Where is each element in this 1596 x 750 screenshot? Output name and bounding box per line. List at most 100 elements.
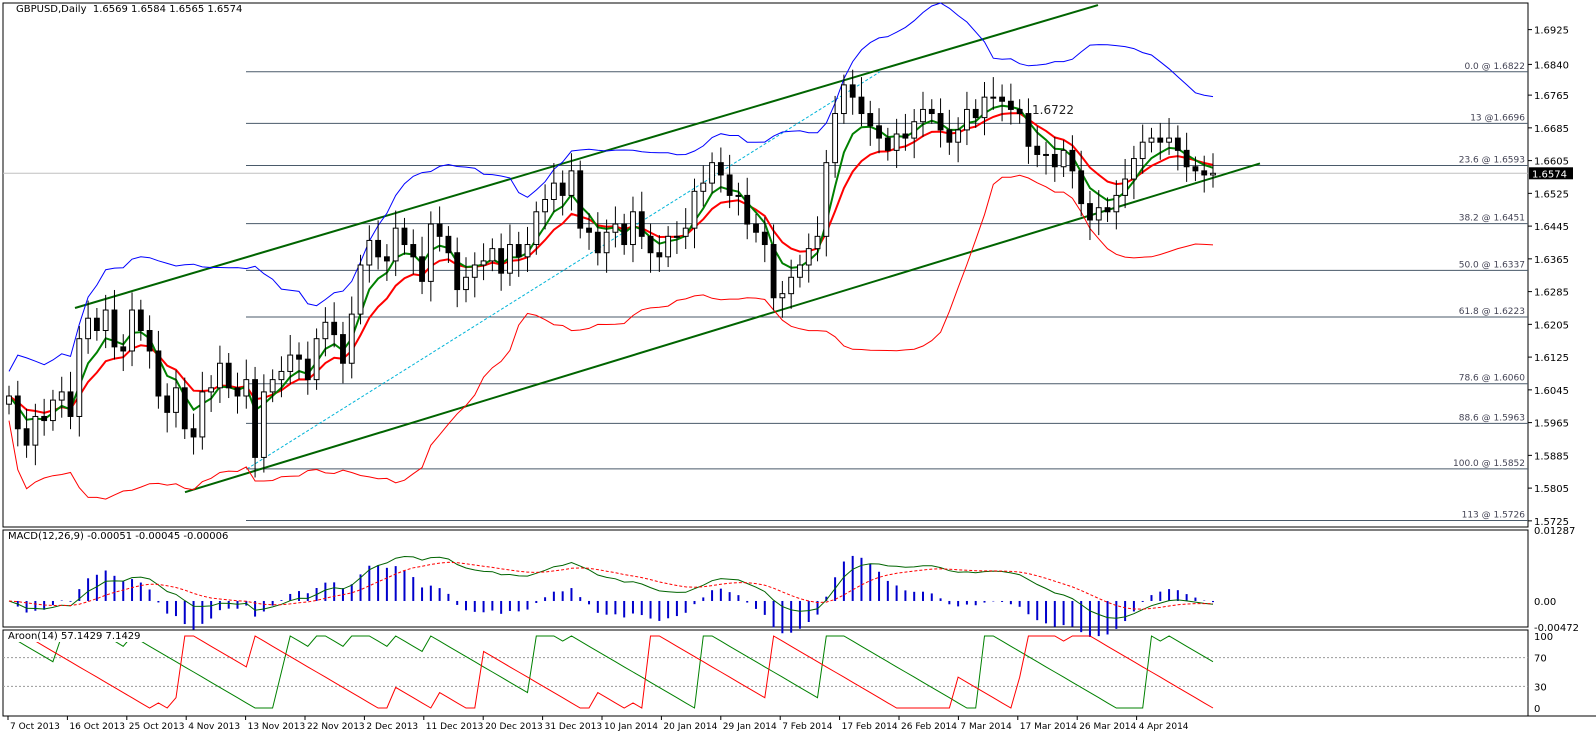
candle	[1210, 172, 1216, 176]
candle	[621, 223, 628, 246]
candle	[296, 354, 302, 360]
candle	[102, 309, 109, 331]
price-tick-label: 1.5725	[1534, 517, 1569, 528]
time-tick-label: 20 Dec 2013	[485, 722, 543, 732]
time-tick-label: 4 Apr 2014	[1139, 722, 1189, 732]
candle	[260, 391, 267, 458]
main-pane-frame	[2, 2, 1529, 528]
candle	[1043, 153, 1049, 156]
candle	[313, 338, 320, 381]
candle	[463, 276, 469, 291]
candle	[375, 239, 382, 258]
candle	[999, 96, 1005, 102]
macd-tick-label: 0.01287	[1534, 526, 1575, 537]
candle	[173, 387, 179, 413]
time-tick-label: 26 Mar 2014	[1079, 722, 1136, 732]
macd-main-line	[8, 555, 1214, 619]
time-tick-label: 7 Feb 2014	[782, 722, 833, 732]
candle	[515, 244, 522, 258]
candle	[647, 235, 654, 254]
candle	[603, 231, 610, 254]
candle	[840, 84, 847, 115]
candle	[1201, 170, 1208, 176]
candle	[1139, 141, 1146, 160]
candle	[1016, 108, 1023, 115]
price-tick-label: 1.5885	[1534, 451, 1569, 462]
candle	[164, 395, 171, 413]
candle	[709, 162, 715, 184]
candles-group	[6, 69, 1216, 478]
candle	[1051, 153, 1058, 168]
candle	[542, 199, 549, 213]
candle	[6, 395, 12, 405]
chart-title: GBPUSD,Daily 1.6569 1.6584 1.6565 1.6574	[14, 4, 245, 15]
candle	[981, 96, 988, 119]
candle	[990, 96, 997, 99]
candle	[920, 108, 926, 123]
candle	[770, 244, 777, 299]
candle	[41, 415, 48, 422]
fib-level-label: 13 @1.6696	[1470, 113, 1525, 123]
fib-level-label: 100.0 @ 1.5852	[1453, 459, 1525, 469]
candle	[217, 362, 223, 389]
time-tick-label: 4 Nov 2013	[188, 722, 240, 732]
price-tick-label: 1.5965	[1534, 419, 1569, 430]
candle	[1104, 207, 1111, 213]
candle	[717, 162, 724, 176]
candle	[76, 338, 83, 417]
candle	[225, 362, 232, 389]
price-tick-label: 1.6605	[1534, 157, 1569, 168]
candle	[761, 231, 768, 246]
candle	[14, 395, 21, 430]
time-tick-label: 17 Mar 2014	[1020, 722, 1077, 732]
candle	[788, 276, 795, 295]
candle	[357, 264, 364, 315]
candle	[682, 227, 689, 237]
candle	[454, 252, 461, 291]
candle	[849, 84, 856, 98]
candle	[972, 108, 979, 119]
bollinger-lower-band	[8, 174, 1214, 500]
candle	[331, 321, 338, 336]
candle	[1183, 149, 1190, 168]
aroon-tick-label: 100	[1534, 632, 1553, 643]
candle	[955, 129, 962, 143]
candle	[1034, 145, 1041, 155]
candle	[111, 309, 118, 348]
candle	[489, 248, 496, 262]
candle	[340, 334, 346, 364]
channel-lower-line	[184, 162, 1261, 494]
candle	[726, 174, 733, 196]
candle	[594, 231, 601, 254]
price-annotation: 1.6722	[1032, 103, 1074, 117]
fib-level-label: 113 @ 1.5726	[1462, 510, 1526, 520]
time-tick-label: 25 Oct 2013	[129, 722, 185, 732]
time-tick-label: 29 Jan 2014	[723, 722, 777, 732]
time-tick-label: 7 Oct 2013	[10, 722, 60, 732]
candle	[586, 227, 592, 233]
candle	[199, 391, 206, 438]
macd-histogram	[16, 555, 1214, 637]
bollinger-upper-band	[8, 2, 1214, 372]
candle	[577, 170, 584, 229]
candle	[1025, 113, 1032, 147]
candle	[946, 129, 953, 143]
candle	[753, 223, 759, 233]
candle	[146, 330, 153, 352]
current-price-tag	[1529, 167, 1573, 180]
candle	[392, 227, 399, 262]
candle	[129, 309, 135, 352]
fib-retracement-line	[246, 71, 881, 470]
candle	[656, 252, 663, 258]
candle	[893, 133, 900, 151]
aroon-tick-label: 30	[1534, 682, 1547, 693]
price-tick-label: 1.6685	[1534, 124, 1569, 135]
candle	[436, 223, 443, 237]
candle	[1087, 203, 1093, 221]
candle	[287, 354, 294, 372]
candle	[744, 194, 751, 225]
candle	[120, 346, 127, 352]
current-price-label: 1.6574	[1532, 169, 1567, 180]
